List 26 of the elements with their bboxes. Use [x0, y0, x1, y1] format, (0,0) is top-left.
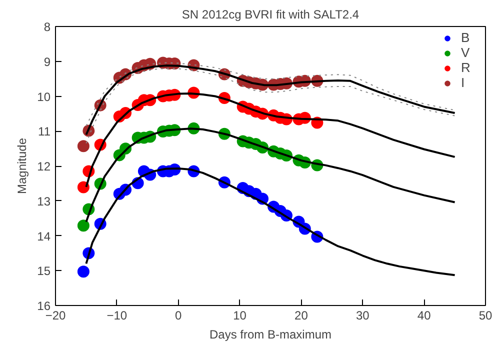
x-tick-label: 50: [478, 308, 492, 322]
point: [77, 140, 90, 152]
legend-label: V: [461, 45, 471, 60]
x-tick-label: 20: [294, 308, 308, 322]
x-tick-label: 10: [233, 308, 247, 322]
x-tick-label: 40: [417, 308, 432, 322]
y-tick-label: 10: [37, 90, 51, 104]
y-tick-label: 15: [37, 264, 51, 278]
y-tick-label: 11: [38, 124, 51, 139]
x-tick-label: 0: [175, 308, 182, 322]
point: [77, 181, 90, 194]
x-tick-label: −10: [106, 308, 128, 322]
y-axis-title: Magnitude: [15, 138, 30, 194]
y-tick-label: 9: [44, 54, 51, 69]
y-tick-label: 8: [44, 20, 51, 34]
point: [77, 266, 90, 278]
legend-label: I: [461, 75, 466, 90]
chart-title: SN 2012cg BVRI fit with SALT2.4: [182, 8, 360, 22]
x-axis-title: Days from B-maximum: [209, 328, 332, 342]
legend-label: R: [461, 60, 472, 75]
y-tick-label: 13: [37, 194, 51, 208]
point: [77, 220, 90, 232]
y-tick-label: 14: [37, 229, 51, 244]
x-tick-label: 30: [356, 308, 370, 322]
y-tick-label: 12: [37, 160, 51, 174]
legend-label: B: [461, 30, 471, 45]
